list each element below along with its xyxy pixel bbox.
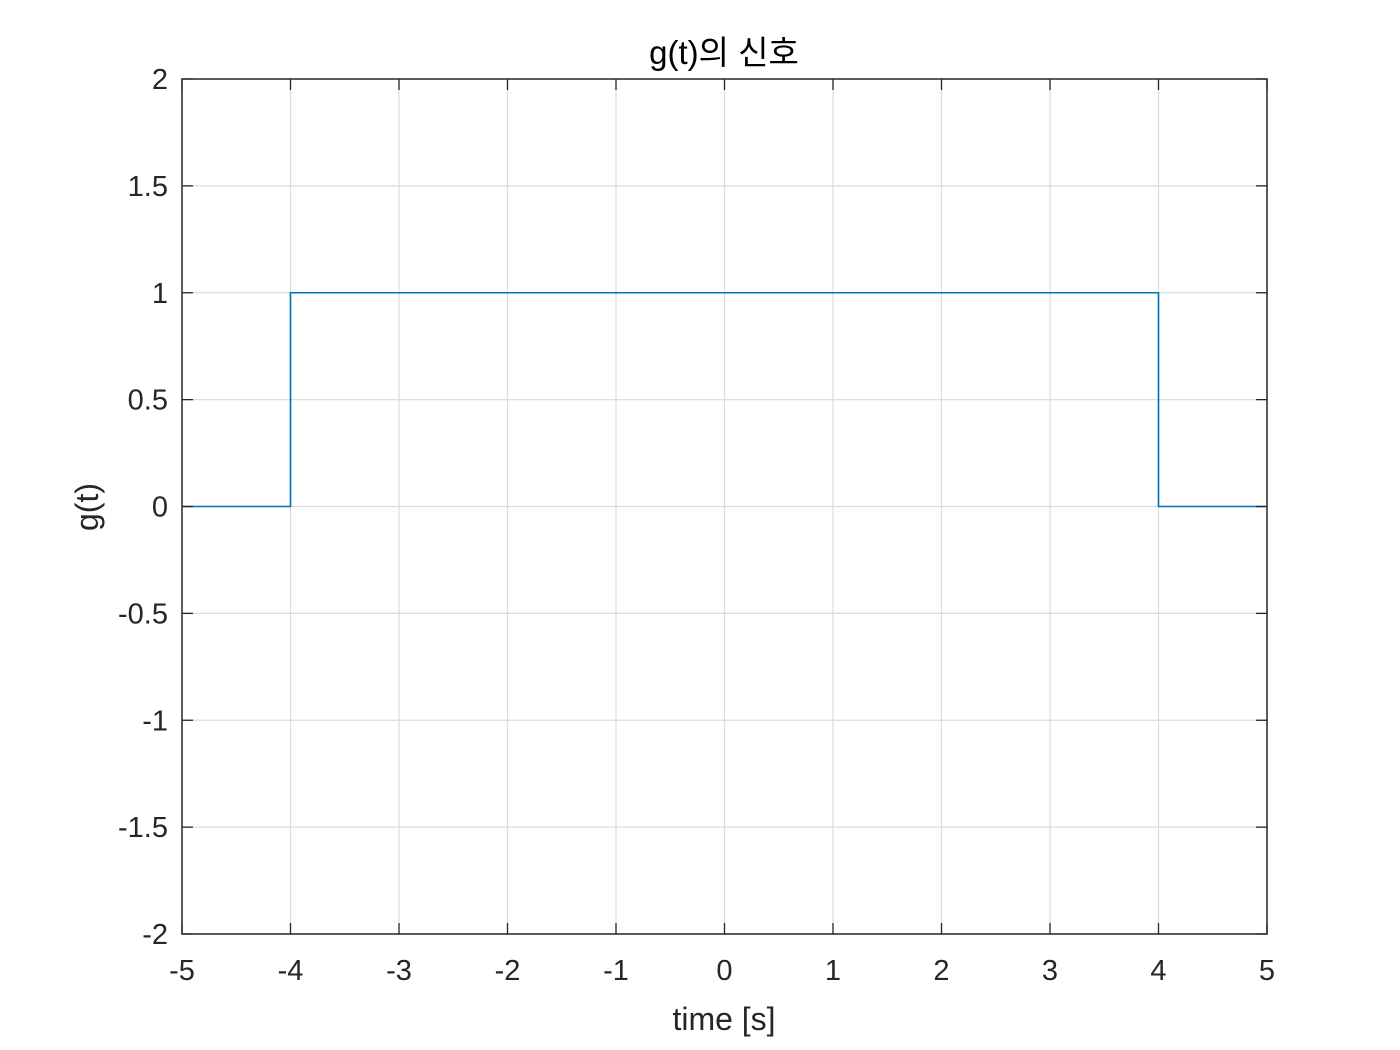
y-tick-labels: -2 -1.5 -1 -0.5 0 0.5 1 1.5 2: [118, 64, 168, 951]
tick-marks: [181, 78, 1268, 935]
y-axis-label: g(t): [69, 483, 105, 531]
x-tick-label: 5: [1259, 955, 1275, 987]
x-tick-label: -3: [386, 955, 412, 987]
x-tick-label: -1: [603, 955, 629, 987]
x-tick-labels: -5 -4 -3 -2 -1 0 1 2 3 4 5: [169, 955, 1275, 987]
y-tick-label: 1: [152, 278, 168, 310]
y-tick-label: -2: [142, 919, 168, 951]
y-tick-label: -1.5: [118, 812, 168, 844]
grid: [182, 79, 1267, 934]
x-tick-label: 1: [825, 955, 841, 987]
x-tick-label: -4: [278, 955, 304, 987]
x-tick-label: -2: [495, 955, 521, 987]
y-tick-label: 0: [152, 492, 168, 524]
x-tick-label: 0: [716, 955, 732, 987]
x-tick-label: 4: [1150, 955, 1166, 987]
series-line: [182, 291, 1267, 508]
series-layer: [182, 291, 1267, 508]
y-tick-label: 2: [152, 64, 168, 96]
chart-title: g(t)의 신호: [649, 34, 799, 71]
y-tick-label: 1.5: [128, 171, 168, 203]
x-axis-label: time [s]: [672, 1001, 775, 1037]
x-tick-label: -5: [169, 955, 195, 987]
y-tick-label: -1: [142, 705, 168, 737]
y-tick-label: 0.5: [128, 385, 168, 417]
y-tick-label: -0.5: [118, 598, 168, 630]
x-tick-label: 2: [933, 955, 949, 987]
x-tick-label: 3: [1042, 955, 1058, 987]
